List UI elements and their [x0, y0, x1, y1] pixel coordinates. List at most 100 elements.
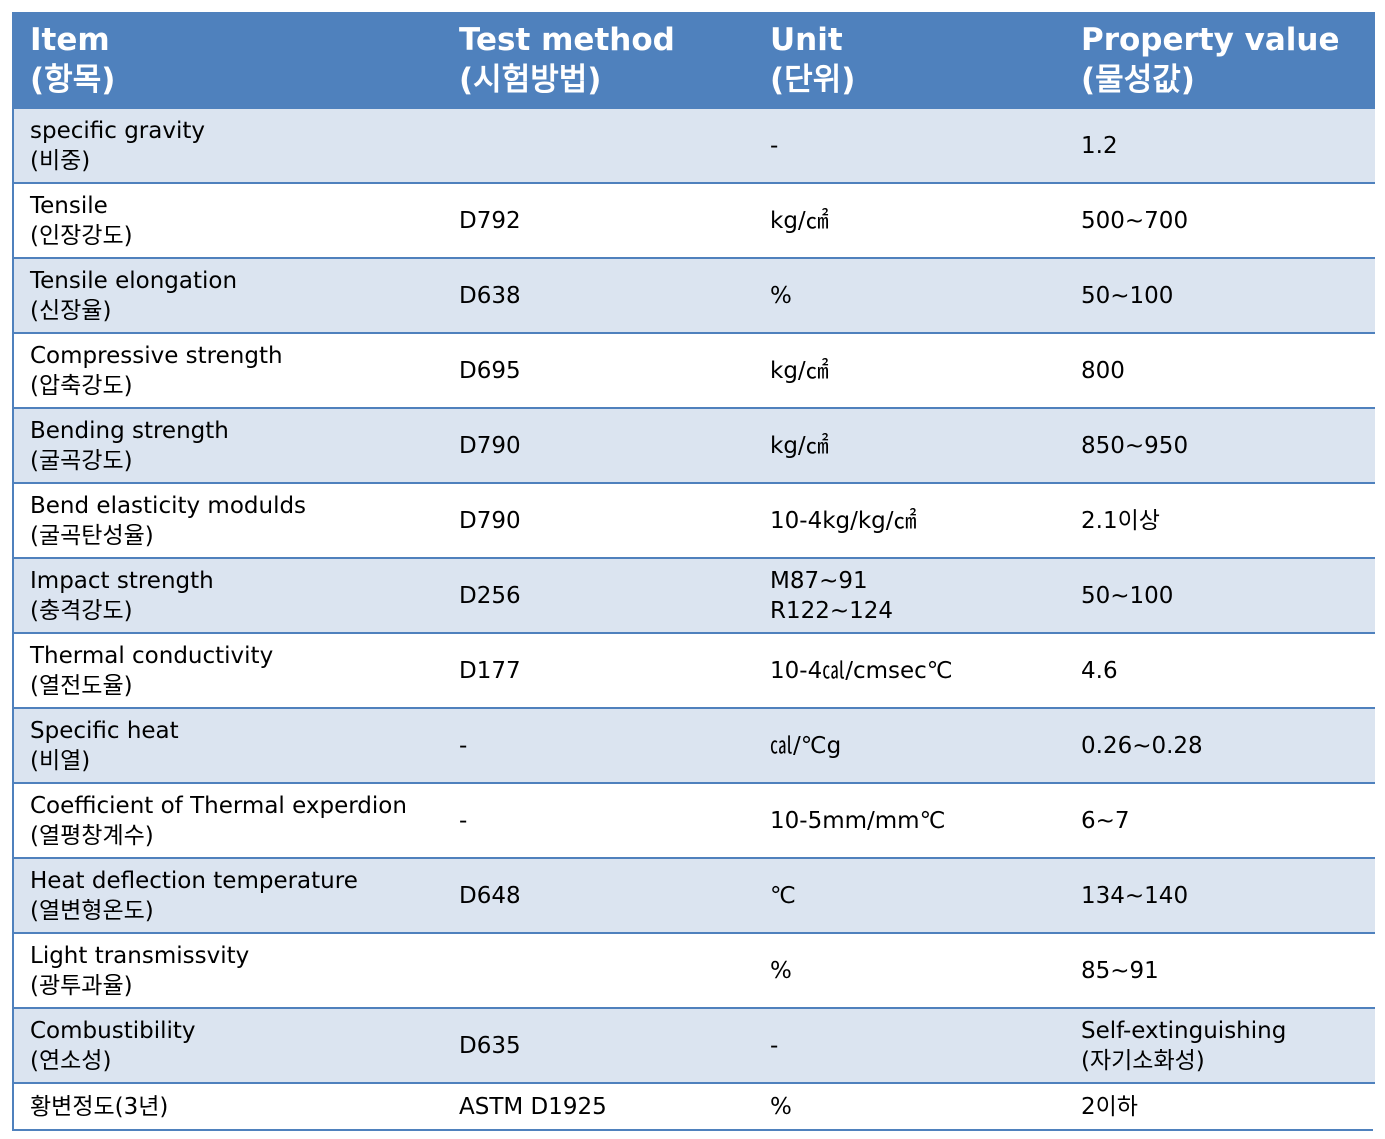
- cell-item-text: (굴곡탄성율): [30, 522, 154, 549]
- cell-item: specific gravity (비중): [14, 107, 443, 183]
- cell-item-text: (굴곡강도): [30, 447, 133, 474]
- cell-value-text: (자기소화성): [1081, 1047, 1205, 1074]
- cell-item-text: Compressive strength: [30, 342, 283, 369]
- cell-item-text: specific gravity: [30, 117, 205, 144]
- cell-item: Specific heat (비열): [14, 707, 443, 783]
- cell-item: Compressive strength (압축강도): [14, 332, 443, 408]
- cell-unit-text: kg/㎠: [770, 357, 829, 384]
- cell-value-text: 134~140: [1081, 882, 1189, 909]
- cell-method-text: D790: [459, 432, 521, 459]
- cell-item-text: 황변정도(3년): [30, 1093, 169, 1120]
- cell-unit-text: kg/㎠: [770, 432, 829, 459]
- cell-item: Bend elasticity modulds (굴곡탄성율): [14, 482, 443, 558]
- cell-item-text: (열평창계수): [30, 822, 154, 849]
- header-unit-ko: (단위): [770, 61, 856, 98]
- cell-item-text: (비열): [30, 747, 91, 774]
- cell-method-text: -: [459, 807, 468, 834]
- cell-item-text: Thermal conductivity: [30, 642, 274, 669]
- cell-value: 0.26~0.28: [1065, 707, 1375, 783]
- cell-item-text: Tensile: [30, 192, 108, 219]
- cell-unit-text: 10-4㎈/cmsec℃: [770, 657, 953, 684]
- cell-value: 500~700: [1065, 182, 1375, 258]
- cell-item-text: (비중): [30, 147, 91, 174]
- cell-item-text: Bending strength: [30, 417, 229, 444]
- cell-item-text: (충격강도): [30, 597, 133, 624]
- cell-method-text: -: [459, 732, 468, 759]
- cell-item: Bending strength (굴곡강도): [14, 407, 443, 483]
- header-value-ko: (물성값): [1081, 61, 1195, 98]
- cell-unit: kg/㎠: [754, 407, 1065, 483]
- cell-method: D638: [443, 257, 754, 333]
- header-unit: Unit (단위): [754, 12, 1065, 108]
- property-table-container: Item (항목) Test method (시험방법) Unit (단위) P…: [12, 12, 1375, 1131]
- cell-method-text: D638: [459, 282, 521, 309]
- cell-unit: 10-4kg/kg/㎠: [754, 482, 1065, 558]
- cell-method-text: D792: [459, 207, 521, 234]
- cell-unit-text: kg/㎠: [770, 207, 829, 234]
- cell-method: [443, 932, 754, 1008]
- cell-unit: kg/㎠: [754, 332, 1065, 408]
- table-row: Thermal conductivity (열전도율) D177 10-4㎈/cmse…: [14, 632, 1375, 708]
- cell-value: 1.2: [1065, 107, 1375, 183]
- table-row: Specific heat (비열) - ㎈/℃g 0.26~0.28: [14, 707, 1375, 783]
- cell-unit-text: R122~124: [770, 597, 894, 624]
- cell-method-text: D648: [459, 882, 521, 909]
- table-row: 황변정도(3년) ASTM D1925% 2이하: [14, 1082, 1375, 1129]
- cell-method-text: D695: [459, 357, 521, 384]
- cell-method: D790: [443, 407, 754, 483]
- cell-value-text: 50~100: [1081, 282, 1174, 309]
- cell-unit: M87~91 R122~124: [754, 557, 1065, 633]
- cell-unit: ℃: [754, 857, 1065, 933]
- cell-method: D790: [443, 482, 754, 558]
- table-row: Bending strength (굴곡강도) D790 kg/㎠ 850~950: [14, 407, 1375, 483]
- cell-value-text: 6~7: [1081, 807, 1130, 834]
- table-row: Combustibility (연소성) D635 - Self-extinguishi…: [14, 1007, 1375, 1083]
- cell-item-text: Tensile elongation: [30, 267, 238, 294]
- cell-unit: %: [754, 1082, 1065, 1129]
- cell-item-text: Impact strength: [30, 567, 214, 594]
- cell-unit: ㎈/℃g: [754, 707, 1065, 783]
- cell-value: 50~100: [1065, 257, 1375, 333]
- cell-value-text: 1.2: [1081, 132, 1118, 159]
- cell-unit-text: ㎈/℃g: [770, 732, 842, 759]
- header-unit-en: Unit: [770, 21, 843, 58]
- cell-unit: 10-5mm/mm℃: [754, 782, 1065, 858]
- cell-value: 2이하: [1065, 1082, 1375, 1129]
- header-property-value: Property value (물성값): [1065, 12, 1375, 108]
- table-row: Coefficient of Thermal experdion (열평창계수) -…: [14, 782, 1375, 858]
- cell-value: 2.1이상: [1065, 482, 1375, 558]
- cell-item: Light transmissvity (광투과율): [14, 932, 443, 1008]
- cell-unit-text: %: [770, 957, 792, 984]
- cell-value: 134~140: [1065, 857, 1375, 933]
- table-row: Light transmissvity (광투과율)% 85~91: [14, 932, 1375, 1008]
- header-item: Item (항목): [14, 12, 443, 108]
- cell-value-text: 2.1이상: [1081, 507, 1160, 534]
- cell-unit: -: [754, 107, 1065, 183]
- cell-item-text: Heat deflection temperature: [30, 867, 358, 894]
- cell-method-text: ASTM D1925: [459, 1093, 607, 1120]
- cell-method: D635: [443, 1007, 754, 1083]
- cell-item-text: (열변형온도): [30, 897, 154, 924]
- cell-unit-text: 10-5mm/mm℃: [770, 807, 946, 834]
- header-value-en: Property value: [1081, 21, 1340, 58]
- cell-item-text: Specific heat: [30, 717, 179, 744]
- cell-unit: %: [754, 932, 1065, 1008]
- cell-item: Heat deflection temperature (열변형온도): [14, 857, 443, 933]
- cell-unit-text: %: [770, 1093, 792, 1120]
- cell-item: Combustibility (연소성): [14, 1007, 443, 1083]
- table-row: Impact strength (충격강도) D256 M87~91 R122~124 5…: [14, 557, 1375, 633]
- table-row: specific gravity (비중) - 1.2: [14, 107, 1375, 183]
- cell-value: 50~100: [1065, 557, 1375, 633]
- table-row: Tensile elongation (신장율) D638% 50~100: [14, 257, 1375, 333]
- cell-value-text: 850~950: [1081, 432, 1189, 459]
- cell-item: Thermal conductivity (열전도율): [14, 632, 443, 708]
- cell-item-text: (연소성): [30, 1047, 112, 1074]
- cell-method: [443, 107, 754, 183]
- cell-value: Self-extinguishing (자기소화성): [1065, 1007, 1375, 1083]
- cell-value-text: 2이하: [1081, 1093, 1138, 1120]
- header-method-ko: (시험방법): [459, 61, 602, 98]
- cell-method-text: D635: [459, 1032, 521, 1059]
- cell-unit: %: [754, 257, 1065, 333]
- cell-unit-text: %: [770, 282, 792, 309]
- cell-item-text: Light transmissvity: [30, 942, 250, 969]
